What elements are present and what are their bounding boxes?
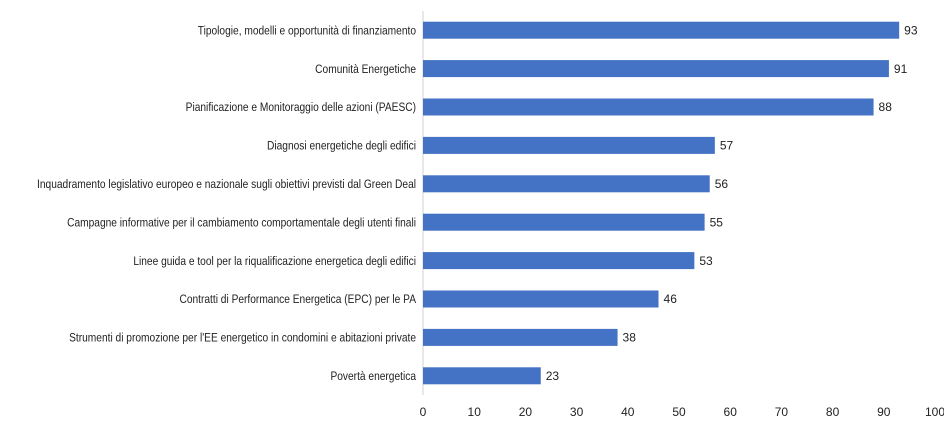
y-tick-label: Pianificazione e Monitoraggio delle azio… [186,101,417,114]
category-label-group: Pianificazione e Monitoraggio delle azio… [186,101,417,114]
bar [423,252,695,270]
y-tick-label: Linee guida e tool per la riqualificazio… [133,255,416,268]
category-label-group: Tipologie, modelli e opportunità di fina… [198,25,416,38]
x-tick-label: 30 [570,405,584,419]
bar [423,98,874,116]
x-tick-label: 80 [826,405,840,419]
x-tick-label: 50 [672,405,686,419]
bar [423,175,710,193]
category-label-group: Contratti di Performance Energetica (EPC… [179,293,416,306]
y-tick-label: Strumenti di promozione per l'EE energet… [69,332,416,345]
x-tick-label: 60 [724,405,738,419]
data-label: 91 [894,62,908,76]
category-label-group: Linee guida e tool per la riqualificazio… [133,255,416,268]
y-tick-label: Diagnosi energetiche degli edifici [267,140,416,153]
x-tick-label: 70 [775,405,789,419]
y-tick-label: Inquadramento legislativo europeo e nazi… [37,178,416,191]
y-tick-label: Tipologie, modelli e opportunità di fina… [198,25,416,38]
category-label-group: Campagne informative per il cambiamento … [67,217,416,230]
bar [423,367,541,385]
data-label: 55 [710,215,724,229]
y-tick-label: Contratti di Performance Energetica (EPC… [179,293,416,306]
bar [423,136,715,154]
category-label-group: Comunità Energetiche [315,63,416,76]
data-label: 93 [904,23,918,37]
x-tick-label: 100 [925,405,944,419]
category-label-group: Inquadramento legislativo europeo e nazi… [37,178,416,191]
bar [423,60,889,78]
category-label-group: Strumenti di promozione per l'EE energet… [69,332,416,345]
x-tick-label: 10 [468,405,482,419]
bar [423,213,705,231]
x-tick-label: 40 [621,405,635,419]
data-label: 57 [720,139,734,153]
data-label: 23 [546,369,560,383]
category-label-group: Diagnosi energetiche degli edifici [267,140,416,153]
category-label-group: Povertà energetica [330,370,416,383]
x-tick-label: 90 [877,405,891,419]
x-tick-label: 20 [519,405,533,419]
data-label: 88 [879,100,893,114]
y-tick-label: Campagne informative per il cambiamento … [67,217,416,230]
bar [423,21,900,39]
y-tick-label: Povertà energetica [330,370,416,383]
data-label: 53 [699,254,713,268]
data-label: 38 [623,331,637,345]
bar [423,290,659,308]
x-tick-label: 0 [420,405,427,419]
data-label: 46 [664,292,678,306]
data-label: 56 [715,177,729,191]
bar [423,328,618,346]
y-tick-label: Comunità Energetiche [315,63,416,76]
